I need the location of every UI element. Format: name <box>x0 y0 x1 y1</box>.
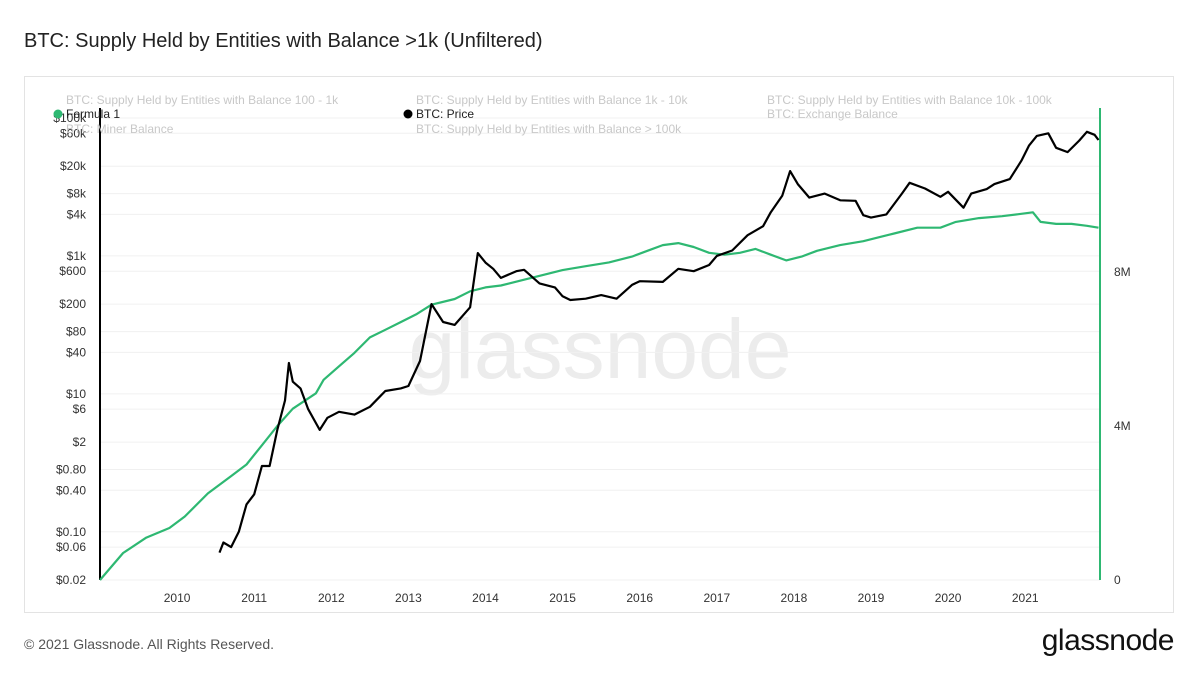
legend-item-inactive[interactable]: BTC: Supply Held by Entities with Balanc… <box>416 93 688 107</box>
y-left-tick-label: $0.02 <box>56 573 86 587</box>
y-left-tick-label: $1k <box>67 249 87 263</box>
grid <box>99 108 1101 581</box>
x-tick-label: 2010 <box>164 591 191 605</box>
y-left-tick-label: $4k <box>67 207 87 221</box>
y-axis-left: $100k$60k$20k$8k$4k$1k$600$200$80$40$10$… <box>53 111 87 587</box>
y-left-tick-label: $20k <box>60 159 87 173</box>
y-left-tick-label: $10 <box>66 387 86 401</box>
x-tick-label: 2020 <box>935 591 962 605</box>
y-right-tick-label: 8M <box>1114 265 1131 279</box>
legend-dot-formula <box>53 109 63 119</box>
y-left-tick-label: $6 <box>73 402 87 416</box>
y-left-tick-label: $2 <box>73 435 87 449</box>
x-tick-label: 2011 <box>241 591 267 605</box>
page-title: BTC: Supply Held by Entities with Balanc… <box>24 30 543 52</box>
y-left-tick-label: $200 <box>59 297 86 311</box>
y-left-tick-label: $8k <box>67 187 87 201</box>
copyright: © 2021 Glassnode. All Rights Reserved. <box>24 636 275 652</box>
x-tick-label: 2012 <box>318 591 345 605</box>
series-btc-price <box>218 130 1100 553</box>
x-tick-label: 2017 <box>703 591 730 605</box>
legend-item-inactive[interactable]: BTC: Exchange Balance <box>767 107 898 121</box>
x-tick-label: 2015 <box>549 591 576 605</box>
y-left-tick-label: $80 <box>66 325 86 339</box>
y-right-tick-label: 4M <box>1114 419 1131 433</box>
legend-item-active[interactable]: Formula 1 <box>66 107 120 121</box>
legend-item-inactive[interactable]: BTC: Miner Balance <box>66 122 174 136</box>
legend-item-inactive[interactable]: BTC: Supply Held by Entities with Balanc… <box>416 122 682 136</box>
series-layer <box>99 130 1100 581</box>
x-tick-label: 2019 <box>858 591 885 605</box>
x-tick-label: 2016 <box>626 591 653 605</box>
y-left-tick-label: $0.10 <box>56 525 86 539</box>
chart-frame <box>24 76 1174 613</box>
y-left-tick-label: $600 <box>59 264 86 278</box>
x-tick-label: 2018 <box>781 591 808 605</box>
y-right-tick-label: 0 <box>1114 573 1121 587</box>
y-axis-right: 0 4M 8M <box>1114 265 1131 587</box>
legend[interactable]: BTC: Supply Held by Entities with Balanc… <box>53 93 1053 136</box>
legend-dot-price <box>403 109 413 119</box>
brand-logo[interactable]: glassnode <box>1041 624 1175 657</box>
y-left-tick-label: $0.80 <box>56 463 86 477</box>
x-tick-label: 2013 <box>395 591 422 605</box>
x-axis: 2010 2011 2012 2013 2014 2015 2016 2017 2018 2019… <box>164 591 1039 605</box>
watermark: glassnode <box>409 302 792 396</box>
legend-item-active[interactable]: BTC: Price <box>416 107 474 121</box>
y-left-tick-label: $40 <box>66 345 86 359</box>
legend-item-inactive[interactable]: BTC: Supply Held by Entities with Balanc… <box>767 93 1053 107</box>
y-left-tick-label: $0.40 <box>56 483 86 497</box>
x-tick-label: 2014 <box>472 591 499 605</box>
legend-item-inactive[interactable]: BTC: Supply Held by Entities with Balanc… <box>66 93 339 107</box>
y-left-tick-label: $60k <box>60 126 87 140</box>
series-formula-1 <box>99 211 1099 581</box>
x-tick-label: 2021 <box>1012 591 1039 605</box>
y-left-tick-label: $0.06 <box>56 540 86 554</box>
